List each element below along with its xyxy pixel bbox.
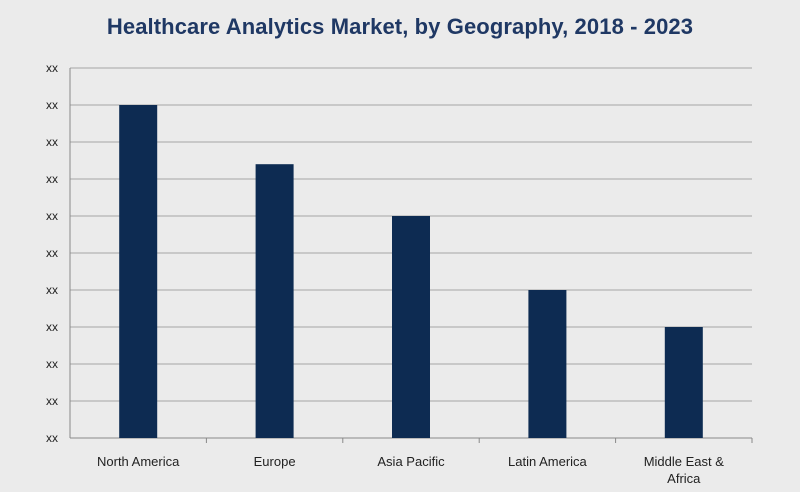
y-tick-label: xx [46,209,58,223]
chart-title: Healthcare Analytics Market, by Geograph… [106,14,694,39]
x-category-label-line: Latin America [508,454,588,469]
labels: xx xx xx xx xx xx xx xx xx xx xx North America Europ… [46,61,724,486]
bar [392,216,430,438]
y-tick-label: xx [46,135,58,149]
x-category-label: Latin America [508,454,588,469]
x-category-label: Europe [254,454,296,469]
y-tick-label: xx [46,394,58,408]
x-category-label-line: Asia Pacific [377,454,445,469]
bar [528,290,567,438]
x-category-label-line: Middle East & [644,454,725,469]
y-tick-label: xx [46,320,58,334]
x-category-label: Asia Pacific [377,454,445,469]
x-category-label: North America [97,454,180,469]
y-tick-label: xx [46,283,58,297]
y-tick-label: xx [46,357,58,371]
y-tick-label: xx [46,61,58,75]
bars [119,105,703,438]
y-tick-label: xx [46,172,58,186]
bar [664,327,703,438]
x-category-label-line: North America [97,454,180,469]
x-category-label-line: Africa [667,471,701,486]
y-tick-label: xx [46,431,58,445]
bar [119,105,158,438]
bar [255,164,294,438]
x-category-label: Middle East & Africa [644,454,725,486]
x-category-label-line: Europe [254,454,296,469]
y-tick-label: xx [46,246,58,260]
y-tick-label: xx [46,98,58,112]
